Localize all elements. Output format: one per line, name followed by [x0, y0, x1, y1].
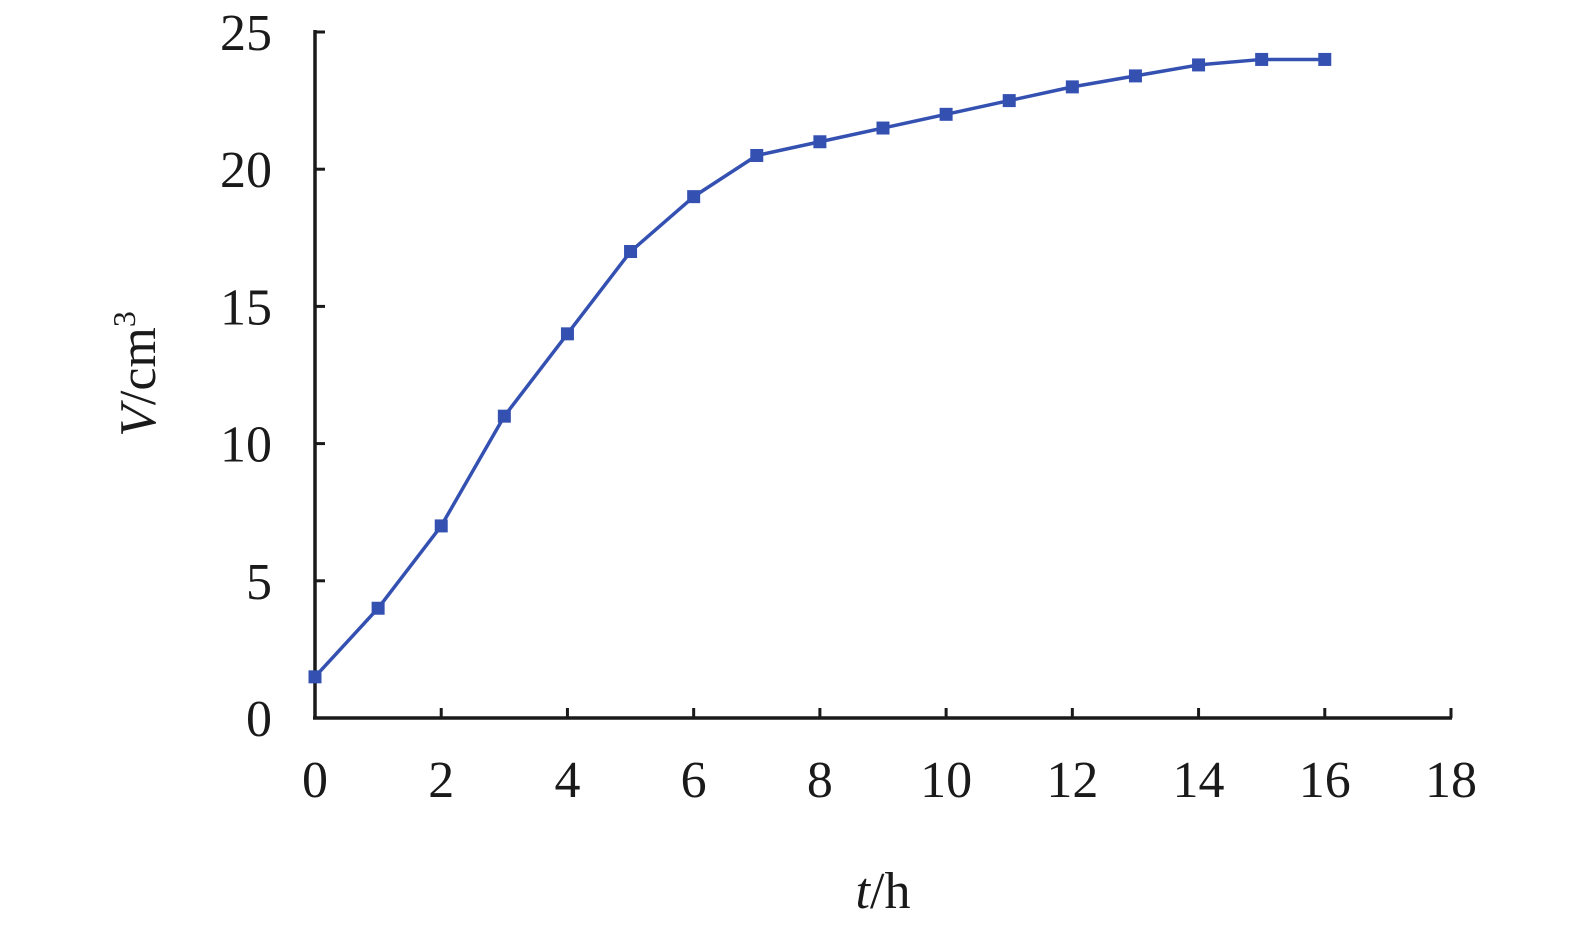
data-point-marker	[939, 107, 953, 121]
y-tick-label: 10	[220, 417, 272, 474]
y-axis-unit: /cm	[110, 327, 167, 405]
data-point-marker	[1128, 69, 1142, 83]
data-point-marker	[624, 245, 638, 259]
x-axis-title: t/h	[856, 863, 911, 920]
y-tick-label: 0	[246, 691, 272, 748]
data-point-marker	[560, 327, 574, 341]
x-tick-label: 8	[807, 752, 833, 809]
x-tick-label: 10	[920, 752, 972, 809]
x-axis-unit: /h	[870, 863, 910, 920]
data-point-marker	[687, 190, 701, 204]
y-axis-ticks: 0 5 10 15 20 25	[220, 5, 325, 748]
y-tick-label: 5	[246, 554, 272, 611]
x-tick-label: 6	[681, 752, 707, 809]
x-tick-label: 12	[1046, 752, 1098, 809]
y-axis-title: V/cm3	[106, 311, 167, 437]
x-tick-label: 14	[1173, 752, 1225, 809]
y-tick-label: 20	[220, 142, 272, 199]
data-point-marker	[1002, 94, 1016, 108]
data-point-marker	[1318, 52, 1332, 66]
x-tick-label: 0	[302, 752, 328, 809]
data-point-marker	[497, 409, 511, 423]
data-point-marker	[434, 519, 448, 533]
data-point-marker	[750, 148, 764, 162]
x-axis-ticks: 0 2 4 6 8 10 12 14 16 18	[302, 708, 1477, 809]
x-tick-label: 18	[1425, 752, 1477, 809]
y-axis-variable: V	[110, 400, 167, 437]
y-axis-unit-exponent: 3	[106, 311, 142, 327]
x-axis: 0 2 4 6 8 10 12 14 16 18	[302, 708, 1477, 809]
series-group	[308, 52, 1332, 684]
y-tick-label: 15	[220, 279, 272, 336]
x-axis-variable: t	[856, 863, 872, 920]
data-point-marker	[1255, 52, 1269, 66]
y-axis: 0 5 10 15 20 25	[220, 5, 325, 748]
data-point-marker	[1192, 58, 1206, 72]
y-tick-label: 25	[220, 5, 272, 62]
x-tick-label: 4	[554, 752, 580, 809]
data-point-marker	[308, 670, 322, 684]
data-point-marker	[813, 135, 827, 149]
data-point-marker	[1065, 80, 1079, 94]
series-line	[313, 57, 1325, 679]
data-point-marker	[371, 601, 385, 615]
x-tick-label: 16	[1299, 752, 1351, 809]
data-point-marker	[876, 121, 890, 135]
x-tick-label: 2	[428, 752, 454, 809]
